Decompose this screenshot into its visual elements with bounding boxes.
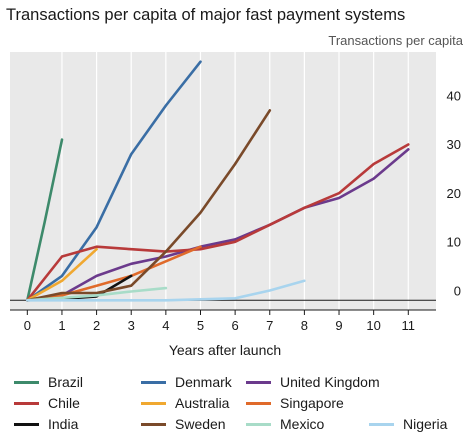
legend-item-sweden: Sweden: [141, 416, 226, 432]
legend-swatch-singapore: [246, 401, 271, 405]
legend-item-brazil: Brazil: [14, 374, 83, 390]
legend-swatch-chile: [14, 401, 39, 405]
x-tick-label-7: 7: [266, 318, 273, 333]
y-tick-label-0: 0: [454, 283, 461, 298]
x-tick-label-3: 3: [128, 318, 135, 333]
legend-label-mexico: Mexico: [280, 416, 325, 432]
x-tick-label-1: 1: [58, 318, 65, 333]
series-line-brazil: [25, 138, 64, 302]
series-line-sweden: [25, 109, 272, 302]
legend-label-nigeria: Nigeria: [403, 416, 448, 432]
series-line-mexico: [25, 286, 168, 302]
x-tick-label-6: 6: [232, 318, 239, 333]
series-line-chile: [25, 143, 410, 302]
legend-label-australia: Australia: [175, 395, 230, 411]
legend-swatch-sweden: [141, 422, 166, 426]
legend-item-singapore: Singapore: [246, 395, 344, 411]
x-tick-label-10: 10: [366, 318, 380, 333]
x-tick-label-2: 2: [93, 318, 100, 333]
x-tick-label-4: 4: [162, 318, 169, 333]
legend-swatch-nigeria: [369, 422, 394, 426]
legend-item-united-kingdom: United Kingdom: [246, 374, 380, 390]
series-line-united-kingdom: [25, 148, 410, 302]
x-axis-label: Years after launch: [169, 342, 281, 358]
y-axis-unit-label: Transactions per capita: [328, 33, 463, 48]
legend-item-australia: Australia: [141, 395, 229, 411]
y-tick-label-20: 20: [447, 186, 461, 201]
legend-label-chile: Chile: [48, 395, 80, 411]
legend-label-sweden: Sweden: [175, 416, 226, 432]
legend-swatch-denmark: [141, 380, 166, 384]
chart-title: Transactions per capita of major fast pa…: [6, 6, 406, 24]
legend-item-mexico: Mexico: [246, 416, 324, 432]
series-line-australia: [25, 247, 98, 302]
legend-item-india: India: [14, 416, 78, 432]
legend-swatch-india: [14, 422, 39, 426]
x-tick-label-5: 5: [197, 318, 204, 333]
legend-label-india: India: [48, 416, 79, 432]
legend-item-denmark: Denmark: [141, 374, 232, 390]
legend-label-united-kingdom: United Kingdom: [280, 374, 380, 390]
x-tick-label-0: 0: [24, 318, 31, 333]
y-tick-label-40: 40: [447, 89, 461, 104]
series-line-singapore: [25, 245, 202, 302]
series-line-nigeria: [25, 279, 306, 302]
legend-label-singapore: Singapore: [280, 395, 344, 411]
legend-item-nigeria: Nigeria: [369, 416, 447, 432]
legend-swatch-united-kingdom: [246, 380, 271, 384]
x-tick-label-11: 11: [402, 318, 416, 333]
y-tick-label-30: 30: [447, 137, 461, 152]
legend-swatch-australia: [141, 401, 166, 405]
x-tick-label-9: 9: [335, 318, 342, 333]
x-tick-label-8: 8: [301, 318, 308, 333]
y-tick-label-10: 10: [447, 235, 461, 250]
legend-swatch-mexico: [246, 422, 271, 426]
legend-swatch-brazil: [14, 380, 39, 384]
legend-label-denmark: Denmark: [175, 374, 232, 390]
series-line-denmark: [25, 60, 202, 302]
legend-label-brazil: Brazil: [48, 374, 84, 390]
legend-item-chile: Chile: [14, 395, 80, 411]
